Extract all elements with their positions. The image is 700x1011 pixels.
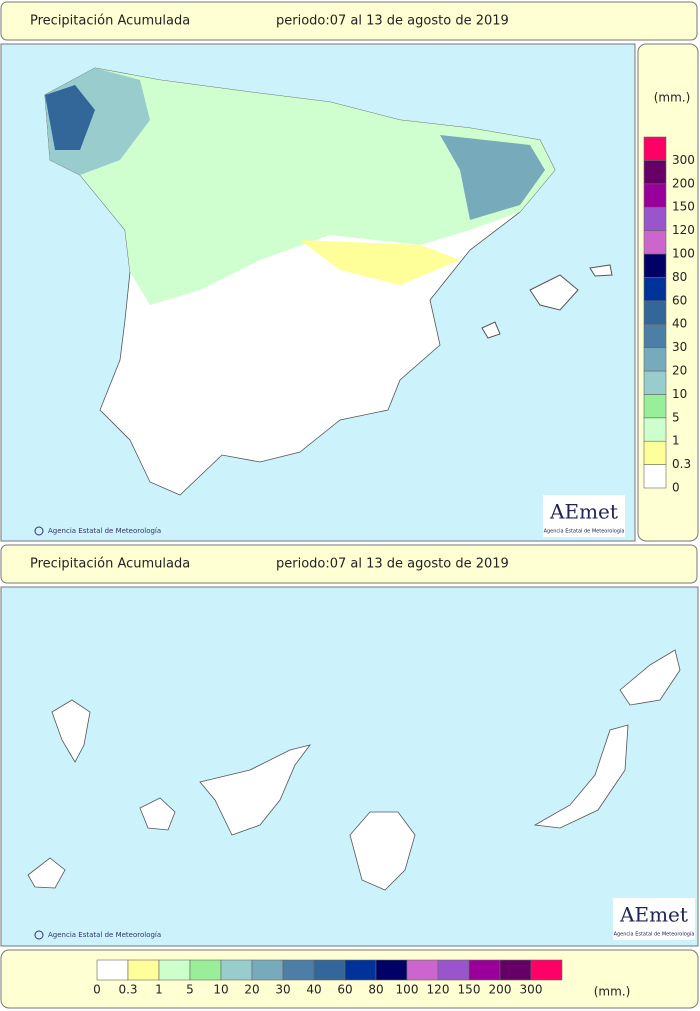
- legend-label: 120: [672, 223, 695, 237]
- legend-swatch: [643, 300, 667, 325]
- copyright-icon: [34, 930, 44, 940]
- legend-swatch: [406, 959, 439, 981]
- legend-swatch: [643, 370, 667, 395]
- canary-panel: [0, 586, 699, 947]
- legend-label: 0.3: [118, 983, 137, 997]
- rain-pyrenees: [440, 135, 545, 220]
- legend-label: 120: [427, 983, 450, 997]
- legend-swatch: [643, 277, 667, 302]
- legend-label: 100: [672, 247, 695, 261]
- rain-galicia: [45, 85, 95, 150]
- legend-label: 40: [306, 983, 321, 997]
- legend-swatch: [643, 347, 667, 372]
- legend-label: 0.3: [672, 457, 691, 471]
- header-period: periodo:07 al 13 de agosto de 2019: [276, 557, 509, 572]
- legend-label: 200: [672, 176, 695, 190]
- legend-swatch: [643, 183, 667, 208]
- legend-label: 80: [672, 270, 687, 284]
- legend-swatch: [437, 959, 470, 981]
- legend-swatch: [643, 136, 667, 161]
- legend-swatch: [643, 206, 667, 231]
- canary-islands: [27, 649, 681, 891]
- logo-box: [543, 495, 625, 537]
- legend-label: 150: [672, 200, 695, 214]
- legend-label: 10: [213, 983, 228, 997]
- legend-label: 10: [672, 387, 687, 401]
- legend-swatch: [643, 160, 667, 185]
- legend-label: 300: [520, 983, 543, 997]
- logo: AEmet: [619, 903, 688, 927]
- header-title: Precipitación Acumulada: [30, 14, 190, 29]
- ibiza: [481, 321, 501, 339]
- legend-swatch: [643, 323, 667, 348]
- logo-subtitle: Agencia Estatal de Meteorología: [614, 931, 695, 938]
- legend-swatch: [499, 959, 532, 981]
- legend-swatch: [282, 959, 315, 981]
- legend-label: 1: [155, 983, 163, 997]
- legend-label: 80: [368, 983, 383, 997]
- legend-label: 20: [672, 364, 687, 378]
- header-bar: [0, 1, 698, 41]
- legend-swatch: [643, 464, 667, 489]
- legend-swatch: [189, 959, 222, 981]
- legend-unit: (mm.): [654, 91, 691, 105]
- legend-swatch: [530, 959, 563, 981]
- legend-label: 150: [458, 983, 481, 997]
- legend-label: 60: [337, 983, 352, 997]
- credit: Agencia Estatal de Meteorología: [48, 931, 161, 939]
- header-period: periodo:07 al 13 de agosto de 2019: [276, 14, 509, 29]
- rain-coast-yellow: [300, 240, 460, 285]
- legend-label: 0: [672, 481, 680, 495]
- header-bar: [0, 544, 698, 584]
- legend-label: 100: [396, 983, 419, 997]
- copyright-icon: [34, 526, 44, 536]
- legend-swatch: [344, 959, 377, 981]
- menorca: [589, 264, 613, 277]
- legend-label: 200: [489, 983, 512, 997]
- legend-swatch: [313, 959, 346, 981]
- logo-box: [613, 898, 695, 940]
- legend-swatch: [643, 230, 667, 255]
- legend-swatch: [643, 440, 667, 465]
- credit: Agencia Estatal de Meteorología: [48, 527, 161, 535]
- legend-swatch: [468, 959, 501, 981]
- legend-label: 5: [186, 983, 194, 997]
- legend-swatch: [643, 417, 667, 442]
- legend-swatch: [158, 959, 191, 981]
- legend-label: 1: [672, 434, 680, 448]
- legend-label: 300: [672, 153, 695, 167]
- legend-label: 40: [672, 317, 687, 331]
- rain-north: [45, 68, 555, 305]
- legend-label: 60: [672, 293, 687, 307]
- logo: AEmet: [549, 500, 618, 524]
- legend-swatch: [643, 253, 667, 278]
- legend-label: 30: [275, 983, 290, 997]
- legend-swatch: [375, 959, 408, 981]
- legend-swatch: [251, 959, 284, 981]
- legend-swatch: [220, 959, 253, 981]
- legend-swatch: [96, 959, 129, 981]
- legend-label: 0: [93, 983, 101, 997]
- legend-label: 5: [672, 410, 680, 424]
- legend-swatch: [643, 394, 667, 419]
- logo-subtitle: Agencia Estatal de Meteorología: [544, 528, 625, 535]
- legend-label: 30: [672, 340, 687, 354]
- header-title: Precipitación Acumulada: [30, 557, 190, 572]
- mallorca: [529, 274, 579, 311]
- legend-swatch: [127, 959, 160, 981]
- legend-label: 20: [244, 983, 259, 997]
- legend-unit: (mm.): [594, 985, 631, 999]
